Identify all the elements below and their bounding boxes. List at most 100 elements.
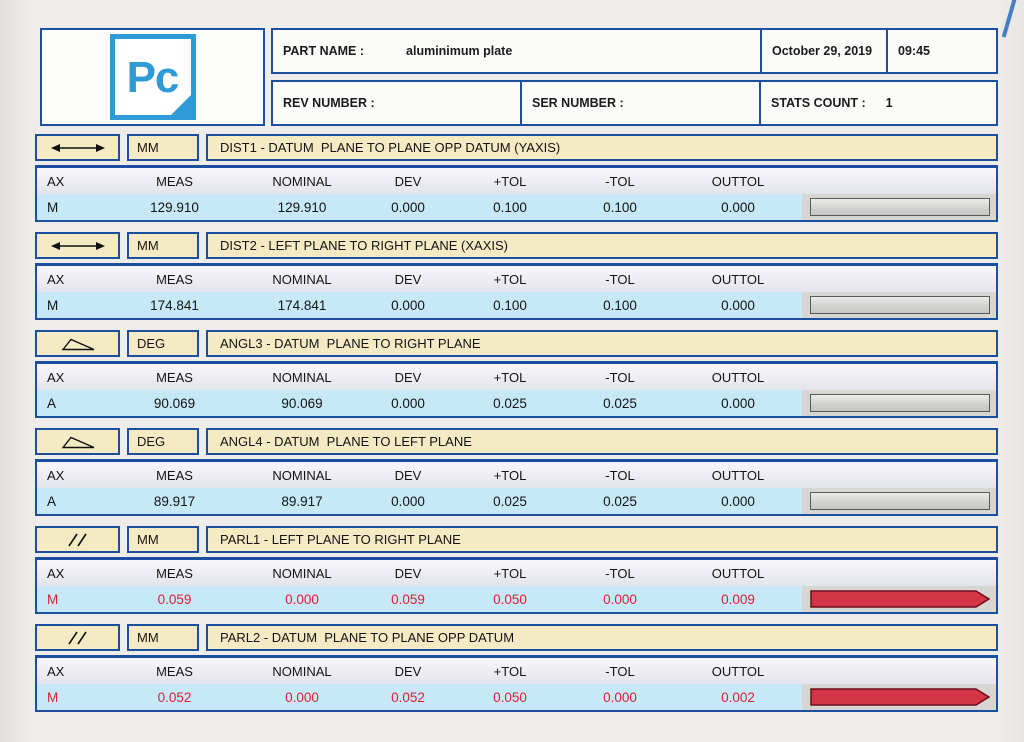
outtol-value: 0.000: [721, 395, 755, 411]
col-header-ax: AX: [47, 565, 65, 581]
deviation-bar-zone: [802, 488, 996, 514]
parallelism-icon: [65, 630, 91, 646]
measurement-value-row: M 129.910 129.910 0.000 0.100 0.100 0.00…: [37, 194, 996, 220]
distance-arrow-icon: [50, 239, 106, 253]
bar-header-spacer: [802, 462, 996, 488]
bar-header-spacer: [802, 658, 996, 684]
measurement-blocks: MM DIST1 - DATUM PLANE TO PLANE OPP DATU…: [35, 134, 998, 722]
dimension-title: ANGL3 - DATUM PLANE TO RIGHT PLANE: [206, 330, 998, 357]
out-of-tolerance-bar: [810, 590, 990, 608]
col-header-meas: MEAS: [156, 173, 193, 189]
col-header-ntol: -TOL: [605, 271, 635, 287]
col-header-outtol: OUTTOL: [711, 369, 765, 385]
dimension-title: PARL1 - LEFT PLANE TO RIGHT PLANE: [206, 526, 998, 553]
col-header-ax: AX: [47, 173, 65, 189]
measurement-block: MM DIST2 - LEFT PLANE TO RIGHT PLANE (XA…: [35, 232, 998, 320]
col-header-nominal: NOMINAL: [272, 663, 332, 679]
dimension-title-row: MM PARL1 - LEFT PLANE TO RIGHT PLANE: [35, 526, 998, 553]
outtol-value: 0.002: [721, 689, 755, 705]
dimension-table: AX MEAS NOMINAL DEV +TOL -TOL OUTTOL A 8…: [35, 459, 998, 516]
meas-value: 129.910: [150, 199, 199, 215]
deviation-bar-zone: [802, 586, 996, 612]
ntol-value: 0.025: [603, 395, 637, 411]
measurement-block: MM PARL1 - LEFT PLANE TO RIGHT PLANE AX …: [35, 526, 998, 614]
col-header-ptol: +TOL: [493, 565, 527, 581]
col-header-ax: AX: [47, 369, 65, 385]
part-name-label: PART NAME :: [283, 44, 365, 58]
col-header-ptol: +TOL: [493, 271, 527, 287]
ptol-value: 0.100: [493, 297, 527, 313]
col-header-meas: MEAS: [156, 663, 193, 679]
stats-count-label: STATS COUNT :: [771, 96, 866, 110]
logo-text: Pc: [126, 53, 180, 102]
col-header-nominal: NOMINAL: [272, 467, 332, 483]
dimension-table: AX MEAS NOMINAL DEV +TOL -TOL OUTTOL M 0…: [35, 655, 998, 712]
col-header-outtol: OUTTOL: [711, 663, 765, 679]
dimension-table: AX MEAS NOMINAL DEV +TOL -TOL OUTTOL M 1…: [35, 263, 998, 320]
unit-label: DEG: [127, 428, 199, 455]
distance-arrow-icon: [50, 141, 106, 155]
measurement-block: MM DIST1 - DATUM PLANE TO PLANE OPP DATU…: [35, 134, 998, 222]
col-header-nominal: NOMINAL: [272, 173, 332, 189]
measurement-value-row: A 89.917 89.917 0.000 0.025 0.025 0.000: [37, 488, 996, 514]
dimension-table: AX MEAS NOMINAL DEV +TOL -TOL OUTTOL M 1…: [35, 165, 998, 222]
dimension-title-row: MM PARL2 - DATUM PLANE TO PLANE OPP DATU…: [35, 624, 998, 651]
dev-value: 0.059: [391, 591, 425, 607]
dimension-title: ANGL4 - DATUM PLANE TO LEFT PLANE: [206, 428, 998, 455]
nominal-value: 90.069: [281, 395, 323, 411]
report-time: 09:45: [898, 44, 930, 58]
header-fields: PART NAME : aluminimum plate October 29,…: [271, 28, 998, 126]
col-header-meas: MEAS: [156, 565, 193, 581]
parallelism-icon: [65, 532, 91, 548]
dev-value: 0.000: [391, 395, 425, 411]
nominal-value: 129.910: [277, 199, 327, 215]
col-header-ptol: +TOL: [493, 467, 527, 483]
unit-label: DEG: [127, 330, 199, 357]
header-row-bottom: REV NUMBER : SER NUMBER : STATS COUNT : …: [271, 80, 998, 126]
column-header-row: AX MEAS NOMINAL DEV +TOL -TOL OUTTOL: [37, 364, 996, 390]
part-name-value: aluminimum plate: [406, 44, 513, 58]
measurement-value-row: M 0.052 0.000 0.052 0.050 0.000 0.002: [37, 684, 996, 710]
column-header-row: AX MEAS NOMINAL DEV +TOL -TOL OUTTOL: [37, 266, 996, 292]
unit-label: MM: [127, 232, 199, 259]
col-header-ntol: -TOL: [605, 663, 635, 679]
axis-value: M: [47, 199, 59, 215]
bar-header-spacer: [802, 560, 996, 586]
ptol-value: 0.100: [493, 199, 527, 215]
col-header-ptol: +TOL: [493, 369, 527, 385]
measurement-value-row: M 0.059 0.000 0.059 0.050 0.000 0.009: [37, 586, 996, 612]
col-header-dev: DEV: [394, 173, 422, 189]
meas-value: 174.841: [150, 297, 199, 313]
report-date: October 29, 2019: [772, 44, 873, 58]
column-header-row: AX MEAS NOMINAL DEV +TOL -TOL OUTTOL: [37, 560, 996, 586]
measurement-value-row: A 90.069 90.069 0.000 0.025 0.025 0.000: [37, 390, 996, 416]
outtol-value: 0.000: [721, 199, 755, 215]
dimension-title-row: MM DIST1 - DATUM PLANE TO PLANE OPP DATU…: [35, 134, 998, 161]
col-header-ntol: -TOL: [605, 369, 635, 385]
ser-number-cell: SER NUMBER :: [520, 82, 759, 124]
bar-header-spacer: [802, 266, 996, 292]
outtol-value: 0.009: [721, 591, 755, 607]
col-header-outtol: OUTTOL: [711, 467, 765, 483]
out-of-tolerance-bar: [810, 688, 990, 706]
ptol-value: 0.025: [493, 493, 527, 509]
meas-value: 0.059: [157, 591, 192, 607]
dimension-icon-cell: [35, 134, 120, 161]
col-header-dev: DEV: [394, 565, 422, 581]
nominal-value: 0.000: [285, 591, 319, 607]
deviation-bar-zone: [802, 684, 996, 710]
meas-value: 90.069: [153, 395, 196, 411]
axis-value: M: [47, 297, 59, 313]
meas-value: 0.052: [157, 689, 192, 705]
ser-number-label: SER NUMBER :: [532, 96, 624, 110]
bar-header-spacer: [802, 364, 996, 390]
dimension-title-row: DEG ANGL3 - DATUM PLANE TO RIGHT PLANE: [35, 330, 998, 357]
col-header-ax: AX: [47, 663, 65, 679]
col-header-nominal: NOMINAL: [272, 369, 332, 385]
deviation-bar-zone: [802, 194, 996, 220]
column-header-row: AX MEAS NOMINAL DEV +TOL -TOL OUTTOL: [37, 462, 996, 488]
angle-icon: [58, 434, 98, 450]
col-header-dev: DEV: [394, 467, 422, 483]
ntol-value: 0.025: [603, 493, 637, 509]
axis-value: M: [47, 591, 59, 607]
